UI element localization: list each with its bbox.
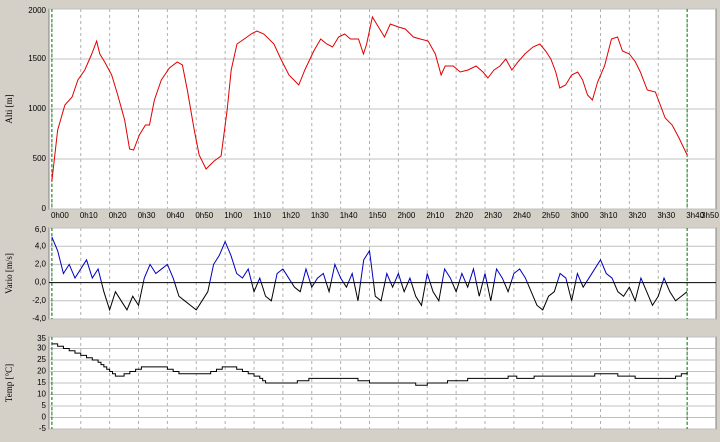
y-axis-label: Temp [°C]	[4, 364, 14, 402]
x-tick-label: 2h40	[513, 211, 531, 220]
x-tick-label: 2h30	[484, 211, 502, 220]
x-tick-label: 3h00	[571, 211, 589, 220]
y-tick-label: 5	[42, 401, 47, 410]
x-tick-label: 1h00	[224, 211, 242, 220]
x-tick-label: 3h10	[600, 211, 618, 220]
y-tick-label: 30	[37, 344, 46, 353]
x-tick-label: 0h50	[195, 211, 213, 220]
x-tick-label: 1h10	[253, 211, 271, 220]
series-line	[51, 15, 688, 182]
x-tick-label: 2h10	[426, 211, 444, 220]
y-tick-label: 0,0	[35, 278, 47, 287]
y-axis-label: Alti [m]	[4, 94, 14, 123]
y-tick-label: 2,0	[35, 260, 47, 269]
x-tick-label: 0h40	[166, 211, 184, 220]
y-tick-label: 0	[42, 204, 47, 213]
y-tick-label: 500	[33, 154, 47, 163]
plot-area	[48, 227, 717, 320]
x-tick-label: 2h20	[455, 211, 473, 220]
y-tick-label: -2,0	[32, 296, 46, 305]
x-tick-label: 3h30	[657, 211, 675, 220]
x-tick-label: 3h20	[628, 211, 646, 220]
series-line	[51, 343, 688, 386]
y-tick-label: 35	[37, 334, 46, 343]
y-tick-label: 0	[42, 413, 47, 422]
x-tick-label: 1h50	[369, 211, 387, 220]
y-tick-label: 20	[37, 367, 46, 376]
x-tick-label: 0h30	[138, 211, 156, 220]
x-tick-label: 1h20	[282, 211, 300, 220]
y-tick-label: 6,0	[35, 225, 47, 234]
y-tick-label: 4,0	[35, 241, 47, 250]
y-tick-label: 25	[37, 355, 46, 364]
y-axis-label: Vario [m/s]	[4, 253, 14, 294]
vario-line	[51, 236, 667, 283]
y-tick-label: 2000	[28, 6, 46, 15]
y-tick-label: -5	[39, 424, 47, 433]
y-tick-label: 1000	[28, 104, 46, 113]
y-tick-label: -4,0	[32, 314, 46, 323]
x-tick-label: 3h50	[701, 211, 719, 220]
y-tick-label: 10	[37, 390, 46, 399]
y-tick-label: 1500	[28, 54, 46, 63]
x-tick-label: 2h50	[542, 211, 560, 220]
x-tick-label: 0h10	[80, 211, 98, 220]
x-tick-label: 3h40	[686, 211, 704, 220]
x-tick-label: 0h20	[109, 211, 127, 220]
y-tick-label: 15	[37, 378, 46, 387]
x-tick-label: 1h40	[340, 211, 358, 220]
x-tick-label: 0h00	[51, 211, 69, 220]
x-tick-label: 2h00	[397, 211, 415, 220]
x-tick-label: 1h30	[311, 211, 329, 220]
